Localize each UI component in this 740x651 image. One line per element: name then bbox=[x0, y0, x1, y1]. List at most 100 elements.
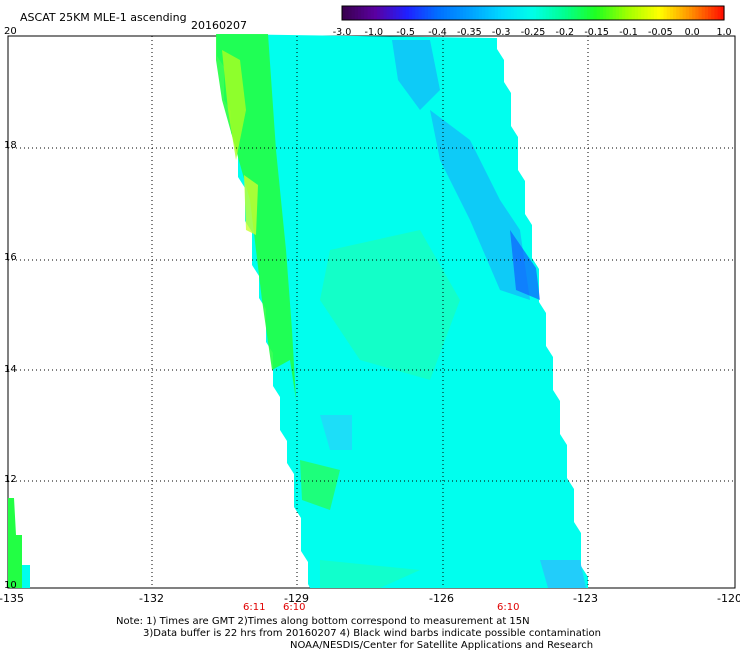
lat-label-10: 10 bbox=[4, 580, 17, 591]
colorbar-segment bbox=[542, 6, 547, 20]
colorbar-segment bbox=[373, 6, 378, 20]
colorbar-segment bbox=[564, 6, 569, 20]
colorbar-segment bbox=[431, 6, 435, 20]
colorbar-frame bbox=[341, 5, 725, 21]
colorbar-segment bbox=[618, 6, 623, 20]
colorbar-segment bbox=[625, 6, 630, 20]
colorbar-segment bbox=[701, 6, 706, 20]
colorbar-segment bbox=[561, 6, 566, 20]
colorbar-segment bbox=[676, 6, 681, 20]
colorbar-segment bbox=[427, 6, 432, 20]
map-title: ASCAT 25KM MLE-1 ascending bbox=[20, 11, 187, 24]
colorbar-segment bbox=[606, 6, 610, 20]
colorbar-segment bbox=[456, 6, 461, 20]
colorbar-segment bbox=[612, 6, 617, 20]
colorbar-tick-label: -3.0 bbox=[333, 27, 352, 38]
colorbar-segment bbox=[357, 6, 362, 20]
colorbar-segment bbox=[533, 6, 537, 20]
lat-label-12: 12 bbox=[4, 474, 17, 485]
colorbar-segment bbox=[453, 6, 458, 20]
lon-label-123: -123 bbox=[573, 592, 598, 605]
lat-label-16: 16 bbox=[4, 252, 17, 263]
colorbar-segment bbox=[513, 6, 518, 20]
colorbar-segment bbox=[443, 6, 448, 20]
colorbar-segment bbox=[647, 6, 652, 20]
colorbar-segment bbox=[692, 6, 696, 20]
colorbar-segment bbox=[447, 6, 451, 20]
lon-label-126: -126 bbox=[429, 592, 454, 605]
colorbar-segment bbox=[351, 6, 356, 20]
colorbar-segment bbox=[504, 6, 509, 20]
colorbar-segment bbox=[478, 6, 483, 20]
colorbar-segment bbox=[405, 6, 410, 20]
colorbar-segment bbox=[583, 6, 588, 20]
colorbar-segment bbox=[663, 6, 668, 20]
colorbar-segment bbox=[545, 6, 550, 20]
lon-label-135: -135 bbox=[0, 592, 24, 605]
colorbar-segment bbox=[485, 6, 490, 20]
colorbar-tick-label: -0.3 bbox=[492, 27, 511, 38]
colorbar-tick-label: -0.2 bbox=[556, 27, 575, 38]
lon-label-129: -129 bbox=[284, 592, 309, 605]
colorbar-segment bbox=[491, 6, 496, 20]
colorbar-segment bbox=[568, 6, 572, 20]
colorbar-segment bbox=[380, 6, 384, 20]
colorbar-segment bbox=[466, 6, 470, 20]
colorbar-segment bbox=[367, 6, 372, 20]
colorbar-segment bbox=[644, 6, 649, 20]
colorbar-segment bbox=[418, 6, 423, 20]
colorbar-segment bbox=[389, 6, 394, 20]
swath-blue-patch bbox=[510, 230, 540, 300]
wind-swath bbox=[8, 34, 588, 588]
colorbar-segment bbox=[653, 6, 658, 20]
colorbar-segment bbox=[704, 6, 709, 20]
colorbar-segment bbox=[657, 6, 661, 20]
colorbar-segment bbox=[377, 6, 381, 20]
colorbar-segment bbox=[720, 6, 725, 20]
colorbar-segment bbox=[682, 6, 687, 20]
colorbar-tick-label: 0.0 bbox=[685, 27, 700, 38]
colorbar-segment bbox=[587, 6, 591, 20]
colorbar-segment bbox=[386, 6, 391, 20]
colorbar-segment bbox=[593, 6, 598, 20]
colorbar-segment bbox=[345, 6, 349, 20]
colorbar-segment bbox=[440, 6, 445, 20]
colorbar-segment bbox=[708, 6, 712, 20]
colorbar-segment bbox=[555, 6, 560, 20]
colorbar-segment bbox=[364, 6, 369, 20]
colorbar-segment bbox=[529, 6, 534, 20]
colorbar-segment bbox=[354, 6, 359, 20]
colorbar-tick-label: -0.35 bbox=[457, 27, 482, 38]
colorbar-tick-label: -0.1 bbox=[619, 27, 638, 38]
colorbar-tick-label: -1.0 bbox=[365, 27, 384, 38]
colorbar-segment bbox=[580, 6, 585, 20]
note-line-3: NOAA/NESDIS/Center for Satellite Applica… bbox=[290, 640, 594, 651]
colorbar-segment bbox=[526, 6, 531, 20]
colorbar-segment bbox=[590, 6, 595, 20]
colorbar-segment bbox=[695, 6, 700, 20]
colorbar-segment bbox=[412, 6, 416, 20]
note-line-2: 3)Data buffer is 22 hrs from 20160207 4)… bbox=[143, 628, 601, 639]
lat-label-20: 20 bbox=[4, 26, 17, 37]
colorbar-segment bbox=[717, 6, 722, 20]
colorbar-segment bbox=[685, 6, 690, 20]
swath-blue-patch bbox=[430, 110, 530, 300]
colorbar-segment bbox=[714, 6, 719, 20]
colorbar-segment bbox=[673, 6, 677, 20]
colorbar-segment bbox=[510, 6, 515, 20]
colorbar-segment bbox=[488, 6, 493, 20]
colorbar-segment bbox=[631, 6, 636, 20]
colorbar-segment bbox=[459, 6, 464, 20]
colorbar-tick-label: 1.0 bbox=[716, 27, 731, 38]
colorbar-segment bbox=[609, 6, 614, 20]
lon-label-120: -120 bbox=[717, 592, 740, 605]
colorbar-segment bbox=[396, 6, 400, 20]
colorbar-segment bbox=[628, 6, 633, 20]
swath-yellow-patch bbox=[244, 175, 258, 235]
colorbar-segment bbox=[482, 6, 486, 20]
colorbar-segment bbox=[574, 6, 579, 20]
colorbar-segment bbox=[361, 6, 365, 20]
swath-green-patch bbox=[300, 460, 340, 510]
colorbar-segment bbox=[408, 6, 413, 20]
